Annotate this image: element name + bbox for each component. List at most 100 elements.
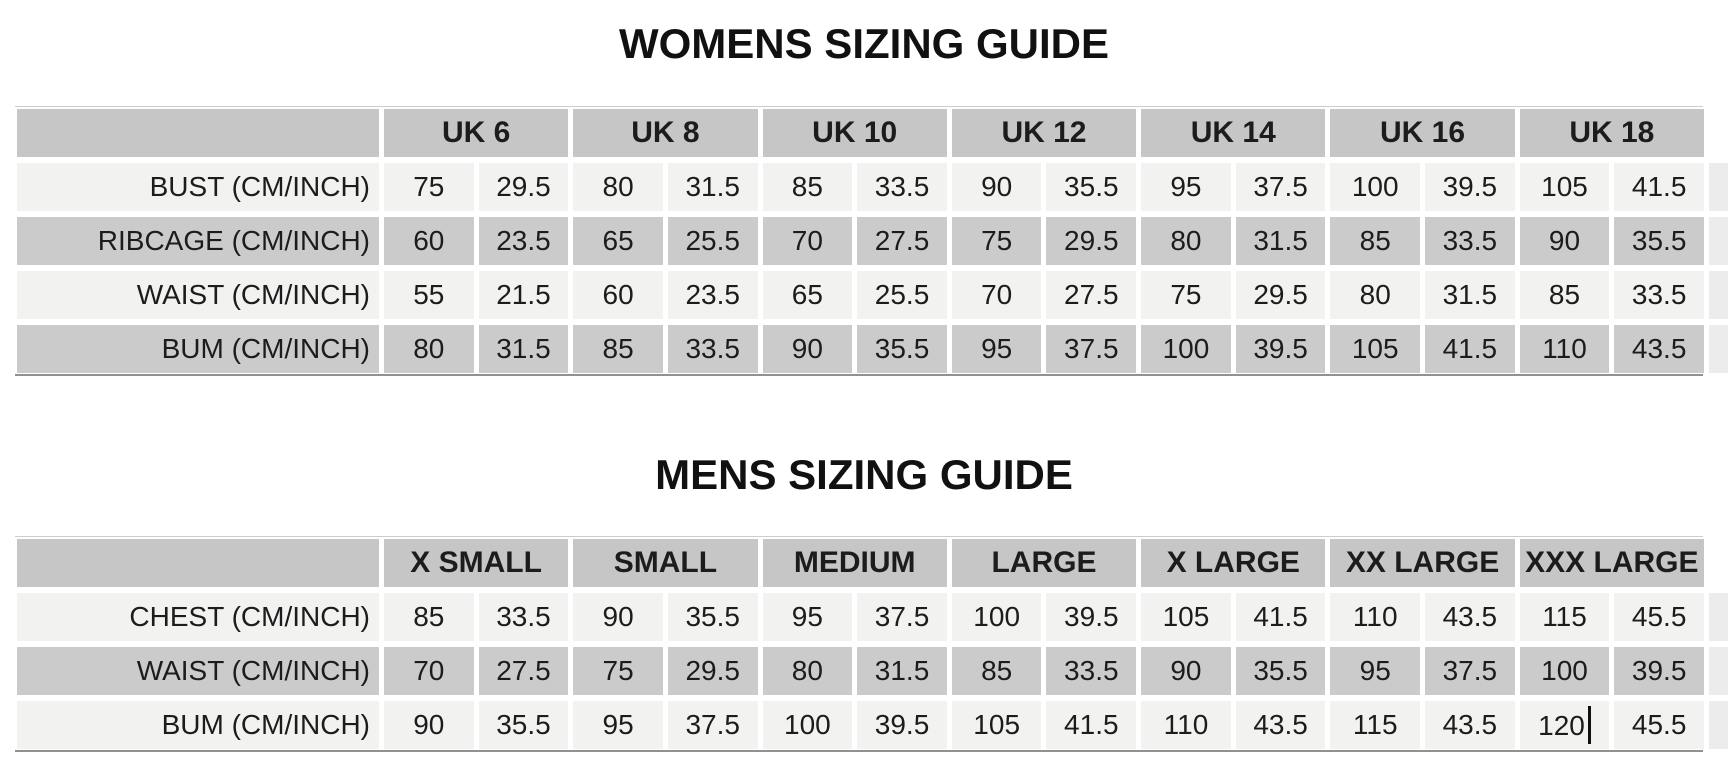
size-value-cell[interactable]: 75 [573,647,663,696]
size-value-cell[interactable]: 100 [1141,324,1231,373]
size-column-header[interactable]: XXX LARGE [1519,539,1704,588]
size-column-header[interactable]: X SMALL [384,539,569,588]
size-value-cell[interactable]: 41.5 [1614,162,1704,211]
size-value-cell[interactable]: 31.5 [1425,270,1515,319]
size-value-cell[interactable]: 105 [1141,593,1231,642]
size-column-header[interactable]: UK 14 [1141,108,1326,157]
size-value-cell[interactable]: 105 [1330,324,1421,373]
corner-header-cell[interactable] [17,108,379,157]
size-value-cell[interactable]: 33.5 [667,324,758,373]
size-value-cell[interactable]: 27.5 [478,647,569,696]
size-value-cell[interactable]: 45.5 [1614,593,1704,642]
size-column-header[interactable]: UK 12 [951,108,1137,157]
size-value-cell[interactable]: 60 [573,270,663,319]
size-value-cell[interactable]: 85 [384,593,474,642]
size-value-cell[interactable]: 41.5 [1046,701,1137,750]
size-value-cell[interactable]: 100 [1330,162,1421,211]
size-value-cell[interactable]: 115 [1330,701,1421,750]
size-value-cell[interactable]: 105 [1519,162,1610,211]
size-value-cell[interactable]: 100 [1519,647,1610,696]
size-column-header[interactable]: XX LARGE [1330,539,1515,588]
size-value-cell[interactable]: 33.5 [1614,270,1704,319]
size-value-cell[interactable]: 43.5 [1425,593,1515,642]
size-value-cell[interactable]: 43.5 [1614,324,1704,373]
row-label-cell[interactable]: RIBCAGE (CM/INCH) [17,216,379,265]
size-value-cell[interactable]: 90 [1519,216,1610,265]
size-value-cell[interactable]: 23.5 [667,270,758,319]
size-column-header[interactable]: UK 10 [762,108,947,157]
size-value-cell[interactable]: 85 [1330,216,1421,265]
size-value-cell[interactable]: 80 [384,324,474,373]
size-value-cell[interactable]: 75 [1141,270,1231,319]
size-value-cell[interactable]: 27.5 [857,216,947,265]
size-value-cell[interactable]: 100 [762,701,853,750]
size-value-cell[interactable]: 95 [951,324,1042,373]
size-value-cell[interactable]: 25.5 [857,270,947,319]
size-value-cell[interactable]: 105 [951,701,1042,750]
size-value-cell[interactable]: 29.5 [478,162,569,211]
size-value-cell[interactable]: 90 [951,162,1042,211]
size-value-cell[interactable]: 75 [951,216,1042,265]
corner-header-cell[interactable] [17,539,379,588]
size-value-cell[interactable]: 35.5 [1614,216,1704,265]
size-value-cell[interactable]: 95 [573,701,663,750]
size-value-cell[interactable]: 31.5 [857,647,947,696]
size-value-cell[interactable]: 31.5 [478,324,569,373]
size-value-cell[interactable]: 29.5 [667,647,758,696]
size-column-header[interactable]: UK 18 [1519,108,1704,157]
size-column-header[interactable]: SMALL [573,539,758,588]
size-value-cell[interactable]: 95 [762,593,853,642]
size-value-cell[interactable]: 90 [384,701,474,750]
size-value-cell[interactable]: 95 [1141,162,1231,211]
size-value-cell[interactable]: 37.5 [1235,162,1326,211]
size-value-cell[interactable]: 35.5 [1046,162,1137,211]
size-value-cell[interactable]: 35.5 [478,701,569,750]
size-value-cell[interactable]: 25.5 [667,216,758,265]
size-value-cell[interactable]: 31.5 [1235,216,1326,265]
size-value-cell[interactable]: 39.5 [1235,324,1326,373]
size-value-cell[interactable]: 41.5 [1425,324,1515,373]
size-value-cell[interactable]: 65 [573,216,663,265]
size-value-cell[interactable]: 39.5 [857,701,947,750]
size-value-cell[interactable]: 90 [573,593,663,642]
size-value-cell[interactable]: 115 [1519,593,1610,642]
size-value-cell[interactable]: 39.5 [1614,647,1704,696]
row-label-cell[interactable]: BUST (CM/INCH) [17,162,379,211]
size-value-cell[interactable]: 43.5 [1235,701,1326,750]
size-column-header[interactable]: X LARGE [1141,539,1326,588]
size-column-header[interactable]: UK 6 [384,108,569,157]
size-value-cell[interactable]: 37.5 [1046,324,1137,373]
row-label-cell[interactable]: WAIST (CM/INCH) [17,647,379,696]
row-label-cell[interactable]: BUM (CM/INCH) [17,701,379,750]
size-value-cell[interactable]: 85 [1519,270,1610,319]
size-value-cell[interactable]: 100 [951,593,1042,642]
size-value-cell[interactable]: 39.5 [1046,593,1137,642]
size-column-header[interactable]: UK 8 [573,108,758,157]
size-value-cell[interactable]: 85 [951,647,1042,696]
size-value-cell[interactable]: 35.5 [857,324,947,373]
size-value-cell[interactable]: 60 [384,216,474,265]
size-value-cell[interactable]: 80 [573,162,663,211]
size-value-cell[interactable]: 29.5 [1235,270,1326,319]
size-value-cell[interactable]: 110 [1519,324,1610,373]
size-value-cell[interactable]: 110 [1330,593,1421,642]
size-value-cell[interactable]: 85 [762,162,853,211]
size-column-header[interactable]: UK 16 [1330,108,1515,157]
size-value-cell[interactable]: 90 [1141,647,1231,696]
size-value-cell[interactable]: 39.5 [1425,162,1515,211]
row-label-cell[interactable]: WAIST (CM/INCH) [17,270,379,319]
size-value-cell[interactable]: 80 [1141,216,1231,265]
size-value-cell[interactable]: 85 [573,324,663,373]
size-value-cell[interactable]: 27.5 [1046,270,1137,319]
size-value-cell[interactable]: 95 [1330,647,1421,696]
size-value-cell[interactable]: 110 [1141,701,1231,750]
row-label-cell[interactable]: BUM (CM/INCH) [17,324,379,373]
size-value-cell[interactable]: 75 [384,162,474,211]
size-value-cell[interactable]: 33.5 [478,593,569,642]
size-value-cell[interactable]: 43.5 [1425,701,1515,750]
size-value-cell[interactable]: 21.5 [478,270,569,319]
size-value-cell[interactable]: 31.5 [667,162,758,211]
size-value-cell[interactable]: 65 [762,270,853,319]
size-value-cell[interactable]: 37.5 [667,701,758,750]
size-value-cell[interactable]: 90 [762,324,853,373]
